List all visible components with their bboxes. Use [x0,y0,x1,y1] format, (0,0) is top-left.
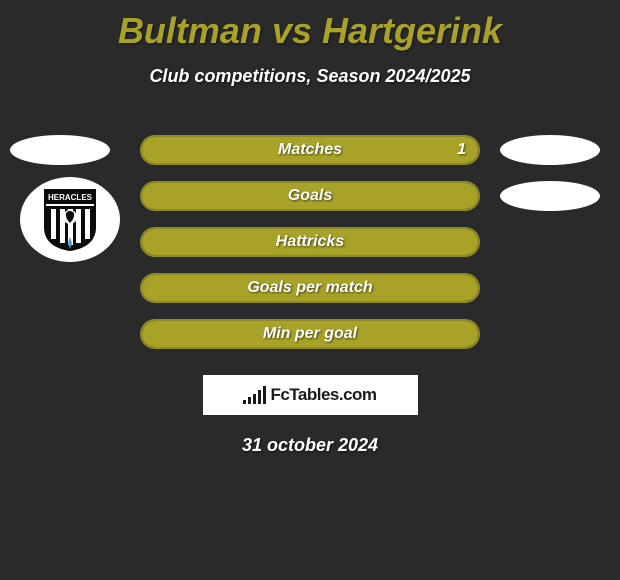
date-label: 31 october 2024 [0,435,620,456]
watermark: FcTables.com [203,375,418,415]
stat-bar: Goals [140,181,480,211]
stat-label: Goals per match [247,279,372,297]
stat-bar: Matches 1 [140,135,480,165]
stat-row-matches: Matches 1 [0,127,620,173]
svg-text:HERACLES: HERACLES [48,193,93,202]
page-title: Bultman vs Hartgerink [0,0,620,52]
stat-label: Goals [288,187,332,205]
stat-value-right: 1 [457,141,466,159]
stat-label: Matches [278,141,342,159]
heracles-shield-icon: HERACLES [42,187,98,253]
stat-label: Min per goal [263,325,357,343]
stat-row-mpg: Min per goal [0,311,620,357]
stat-label: Hattricks [276,233,344,251]
subtitle: Club competitions, Season 2024/2025 [0,66,620,87]
bars-icon [243,386,266,404]
stat-bar: Min per goal [140,319,480,349]
player-disc-right [500,181,600,211]
player-disc-left [10,135,110,165]
watermark-text: FcTables.com [270,385,376,405]
club-badge-left: HERACLES [20,177,120,262]
stat-bar: Hattricks [140,227,480,257]
player-disc-right [500,135,600,165]
stat-bar: Goals per match [140,273,480,303]
stat-row-gpm: Goals per match [0,265,620,311]
